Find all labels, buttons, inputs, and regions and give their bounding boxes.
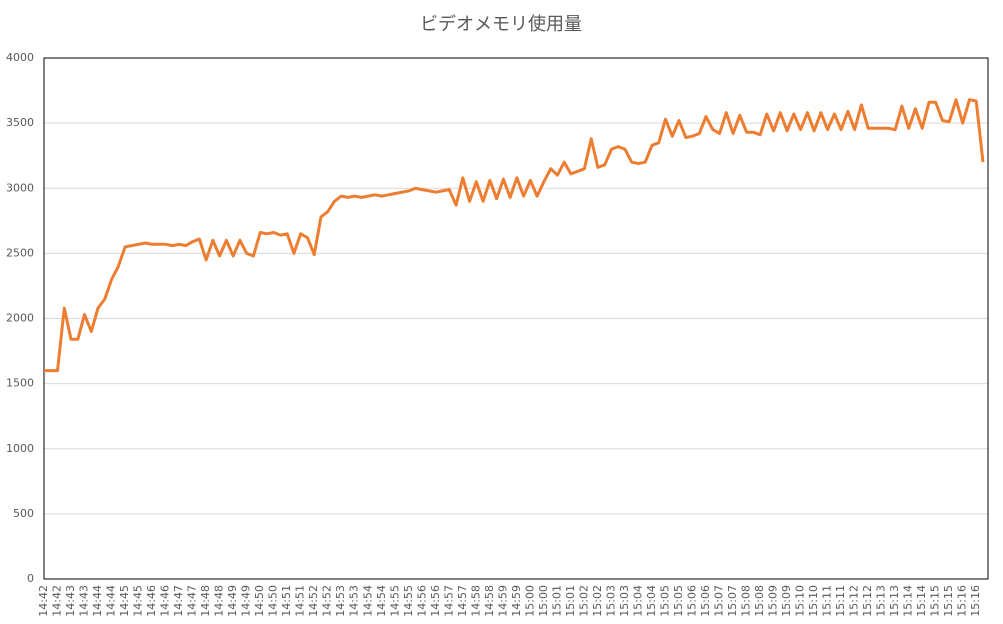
x-tick-label: 14:46: [145, 585, 158, 617]
x-tick-label: 14:59: [496, 585, 509, 617]
x-tick-label: 14:59: [510, 585, 523, 617]
x-tick-label: 15:05: [672, 585, 685, 617]
x-tick-label: 14:47: [186, 585, 199, 617]
x-tick-label: 15:16: [969, 585, 982, 617]
data-line: [44, 98, 985, 373]
x-tick-label: 15:06: [699, 585, 712, 617]
x-tick-label: 15:02: [591, 585, 604, 617]
x-tick-label: 14:49: [240, 585, 253, 617]
x-tick-label: 15:12: [848, 585, 861, 617]
x-tick-label: 15:12: [861, 585, 874, 617]
x-tick-label: 14:49: [226, 585, 239, 617]
x-tick-label: 15:11: [834, 585, 847, 617]
x-tick-label: 15:04: [631, 585, 644, 617]
x-tick-label: 15:01: [564, 585, 577, 617]
x-tick-label: 15:15: [942, 585, 955, 617]
x-tick-label: 14:54: [361, 585, 374, 617]
x-tick-label: 15:11: [821, 585, 834, 617]
x-tick-label: 15:15: [929, 585, 942, 617]
x-tick-label: 14:55: [388, 585, 401, 617]
x-tick-label: 14:57: [456, 585, 469, 617]
x-tick-label: 15:13: [875, 585, 888, 617]
x-tick-label: 14:51: [280, 585, 293, 617]
x-tick-label: 14:56: [429, 585, 442, 617]
x-tick-label: 15:10: [807, 585, 820, 617]
x-tick-label: 14:46: [159, 585, 172, 617]
y-tick-label: 0: [27, 572, 34, 585]
x-tick-label: 15:05: [658, 585, 671, 617]
x-tick-label: 14:50: [267, 585, 280, 617]
x-tick-label: 14:52: [307, 585, 320, 617]
x-tick-label: 15:03: [604, 585, 617, 617]
x-tick-label: 14:45: [118, 585, 131, 617]
x-tick-label: 14:42: [37, 585, 50, 617]
x-tick-label: 14:43: [64, 585, 77, 617]
x-tick-label: 14:48: [213, 585, 226, 617]
x-tick-label: 14:43: [78, 585, 91, 617]
x-tick-label: 15:08: [740, 585, 753, 617]
x-tick-label: 14:57: [442, 585, 455, 617]
x-tick-label: 14:58: [469, 585, 482, 617]
y-tick-label: 2000: [6, 312, 34, 325]
y-tick-label: 4000: [6, 51, 34, 64]
x-tick-label: 14:53: [334, 585, 347, 617]
x-tick-label: 14:53: [348, 585, 361, 617]
x-tick-label: 15:07: [726, 585, 739, 617]
x-tick-label: 15:16: [956, 585, 969, 617]
chart-title: ビデオメモリ使用量: [420, 14, 582, 35]
x-tick-label: 15:06: [686, 585, 699, 617]
x-tick-label: 15:08: [753, 585, 766, 617]
x-tick-label: 15:03: [618, 585, 631, 617]
x-tick-label: 15:14: [915, 585, 928, 617]
y-tick-label: 2500: [6, 246, 34, 259]
x-tick-label: 15:10: [794, 585, 807, 617]
x-tick-label: 14:55: [402, 585, 415, 617]
y-tick-label: 1000: [6, 442, 34, 455]
x-tick-label: 14:47: [172, 585, 185, 617]
y-tick-label: 500: [13, 507, 34, 520]
y-tick-label: 3000: [6, 181, 34, 194]
plot-frame: [43, 57, 989, 580]
x-tick-label: 15:01: [550, 585, 563, 617]
x-tick-label: 15:09: [767, 585, 780, 617]
x-tick-label: 14:54: [375, 585, 388, 617]
x-tick-label: 14:52: [321, 585, 334, 617]
x-tick-label: 14:42: [51, 585, 64, 617]
x-tick-label: 15:00: [537, 585, 550, 617]
y-tick-label: 3500: [6, 116, 34, 129]
x-tick-label: 14:48: [199, 585, 212, 617]
x-tick-label: 14:58: [483, 585, 496, 617]
x-tick-label: 14:51: [294, 585, 307, 617]
x-tick-label: 14:44: [105, 585, 118, 617]
x-tick-label: 14:56: [415, 585, 428, 617]
x-tick-label: 14:45: [132, 585, 145, 617]
x-tick-label: 14:50: [253, 585, 266, 617]
x-tick-label: 15:04: [645, 585, 658, 617]
x-tick-label: 15:13: [888, 585, 901, 617]
x-tick-label: 15:02: [577, 585, 590, 617]
y-tick-label: 1500: [6, 377, 34, 390]
x-tick-label: 15:07: [713, 585, 726, 617]
x-tick-label: 15:14: [902, 585, 915, 617]
x-tick-label: 15:09: [780, 585, 793, 617]
x-tick-label: 14:44: [91, 585, 104, 617]
x-tick-label: 15:00: [523, 585, 536, 617]
